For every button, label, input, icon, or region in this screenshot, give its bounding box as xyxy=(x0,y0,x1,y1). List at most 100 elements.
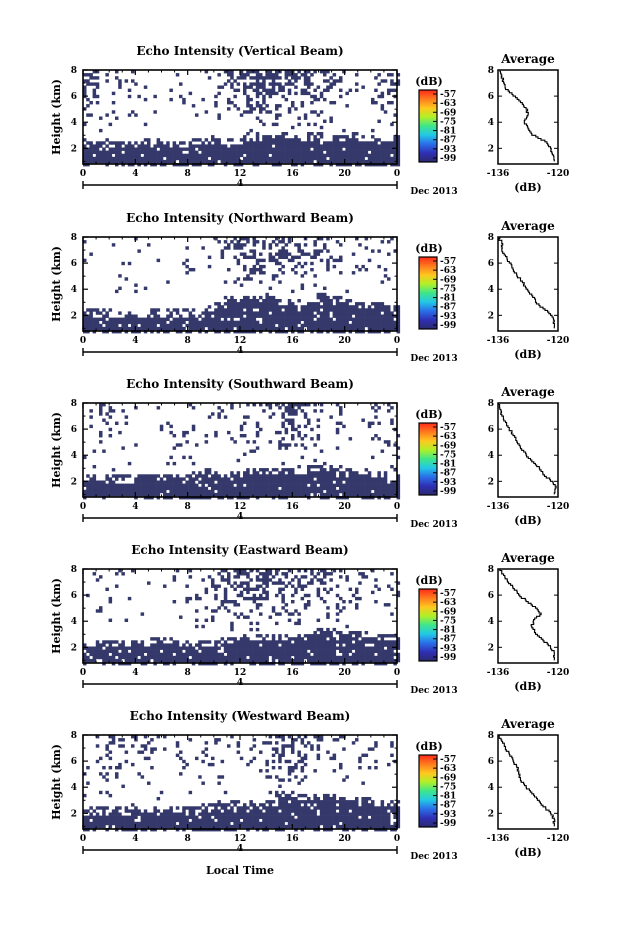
echo-cell xyxy=(236,107,241,111)
echo-cell xyxy=(268,73,273,77)
echo-cell xyxy=(137,326,141,331)
echo-cell xyxy=(86,480,90,484)
echo-cell xyxy=(313,88,317,92)
echo-cell xyxy=(239,492,244,497)
echo-cell xyxy=(249,141,253,145)
echo-cell xyxy=(313,110,317,114)
echo-cell xyxy=(214,474,218,478)
echo-cell xyxy=(342,70,346,74)
echo-cell xyxy=(147,144,151,148)
echo-cell xyxy=(236,646,241,650)
echo-cell xyxy=(166,483,170,487)
echo-cell xyxy=(319,627,324,632)
echo-cell xyxy=(214,308,218,312)
echo-cell xyxy=(259,268,263,272)
echo-cell xyxy=(345,323,349,328)
echo-cell xyxy=(355,153,359,158)
echo-cell xyxy=(249,138,253,142)
echo-cell xyxy=(265,104,269,108)
echo-cell xyxy=(303,575,308,579)
echo-cell xyxy=(259,302,263,306)
echo-cell xyxy=(115,147,119,151)
echo-cell xyxy=(99,655,103,660)
echo-cell xyxy=(230,240,234,244)
echo-cell xyxy=(115,489,119,494)
panel-title: Echo Intensity (Southward Beam) xyxy=(126,377,354,391)
echo-cell xyxy=(211,326,215,331)
x-tick-label: 20 xyxy=(338,169,351,179)
echo-cell xyxy=(358,474,362,478)
echo-cell xyxy=(115,323,119,328)
echo-cell xyxy=(319,468,324,472)
echo-cell xyxy=(150,323,154,328)
date-marker: 4 xyxy=(237,346,243,356)
echo-cell xyxy=(255,76,260,80)
echo-cell xyxy=(275,91,279,96)
echo-cell xyxy=(316,652,321,657)
echo-cell xyxy=(255,621,260,626)
echo-cell xyxy=(281,492,285,497)
echo-cell xyxy=(220,311,225,315)
echo-cell xyxy=(255,584,260,588)
x-tick-label: 16 xyxy=(286,336,299,346)
echo-cell xyxy=(259,483,263,487)
echo-cell xyxy=(99,790,103,795)
echo-cell xyxy=(243,302,247,306)
echo-cell xyxy=(214,649,218,653)
echo-cell xyxy=(195,824,199,829)
echo-cell xyxy=(179,94,183,99)
echo-cell xyxy=(163,489,167,494)
echo-cell xyxy=(294,412,298,416)
echo-cell xyxy=(131,640,135,644)
echo-cell xyxy=(294,477,298,481)
echo-cell xyxy=(255,649,260,653)
echo-cell xyxy=(335,603,340,607)
echo-cell xyxy=(291,268,295,272)
echo-cell xyxy=(303,489,308,494)
echo-cell xyxy=(105,744,109,748)
echo-cell xyxy=(89,821,93,826)
echo-cell xyxy=(387,655,391,660)
echo-cell xyxy=(284,649,289,653)
echo-cell xyxy=(198,138,202,142)
echo-cell xyxy=(271,317,276,321)
echo-cell xyxy=(169,649,173,653)
echo-cell xyxy=(374,600,378,604)
echo-cell xyxy=(95,147,100,151)
echo-cell xyxy=(233,646,237,650)
panel-title: Echo Intensity (Eastward Beam) xyxy=(131,543,348,557)
echo-cell xyxy=(291,427,295,432)
echo-cell xyxy=(89,483,93,487)
echo-cell xyxy=(259,156,263,161)
echo-cell xyxy=(131,815,135,819)
echo-cell xyxy=(204,655,209,660)
echo-cell xyxy=(361,302,365,306)
echo-cell xyxy=(271,311,276,315)
echo-cell xyxy=(310,101,314,105)
echo-cell xyxy=(307,314,311,318)
echo-cell xyxy=(169,812,173,816)
echo-cell xyxy=(310,314,314,318)
echo-cell xyxy=(92,809,97,813)
x-tick-label: 16 xyxy=(286,668,299,678)
echo-cell xyxy=(233,603,237,607)
echo-cell xyxy=(316,156,321,161)
echo-cell xyxy=(380,480,385,484)
echo-cell xyxy=(214,101,218,105)
echo-cell xyxy=(214,640,218,644)
echo-cell xyxy=(326,477,330,481)
echo-cell xyxy=(275,243,279,247)
echo-cell xyxy=(383,153,388,158)
y-axis-label: Height (km) xyxy=(50,578,63,654)
echo-cell xyxy=(287,489,292,494)
echo-cell xyxy=(137,249,141,253)
echo-cell xyxy=(124,421,129,425)
echo-cell xyxy=(140,750,145,754)
echo-cell xyxy=(313,305,317,309)
echo-cell xyxy=(361,474,365,478)
echo-cell xyxy=(326,627,330,632)
echo-cell xyxy=(342,156,346,161)
echo-cell xyxy=(294,308,298,312)
echo-cell xyxy=(86,483,90,487)
echo-cell xyxy=(239,593,244,598)
